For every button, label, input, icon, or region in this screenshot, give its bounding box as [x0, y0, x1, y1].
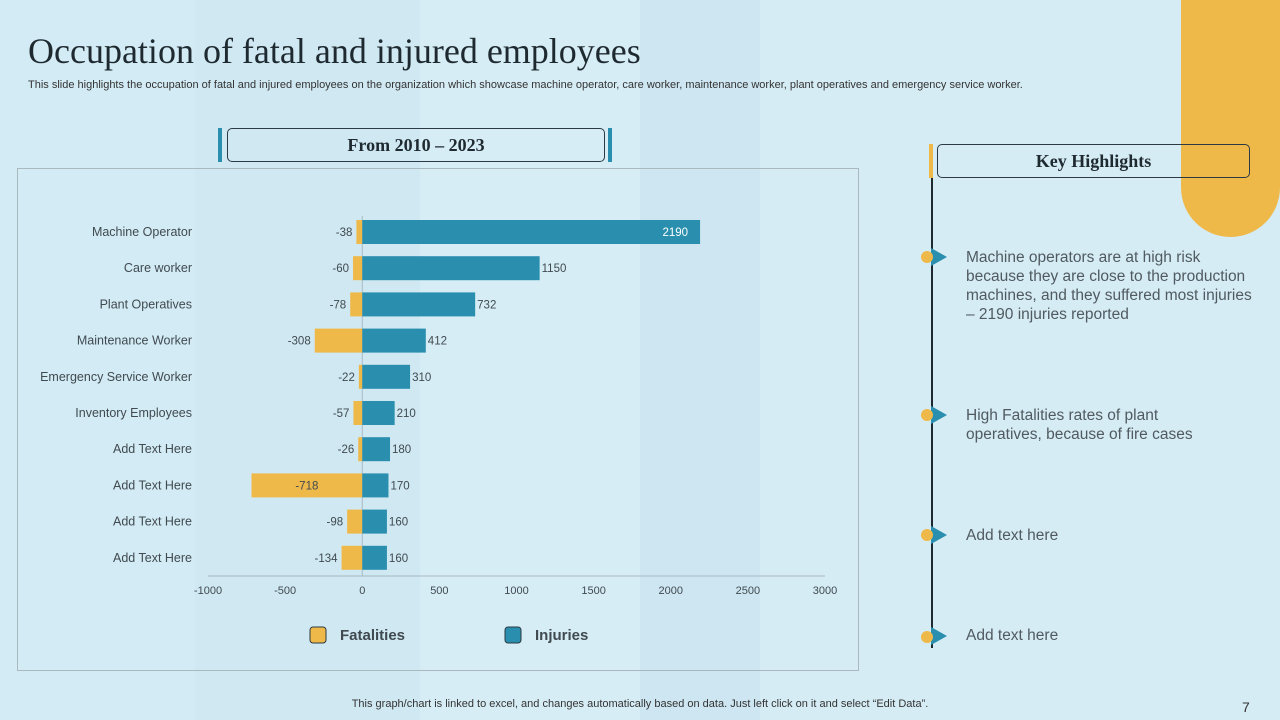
- category-label: Inventory Employees: [75, 406, 192, 420]
- arrow-icon: [931, 627, 947, 645]
- x-tick-label: -500: [274, 585, 296, 597]
- bullet-dot-icon: [921, 251, 933, 263]
- legend-label: Injuries: [535, 627, 588, 644]
- injuries-bar: [362, 292, 476, 317]
- injuries-value-label: 2190: [662, 227, 688, 239]
- injuries-value-label: 412: [428, 336, 447, 348]
- x-tick-label: 500: [430, 585, 448, 597]
- x-tick-label: 1000: [504, 585, 528, 597]
- category-label: Add Text Here: [113, 515, 192, 529]
- fatalities-value-label: -57: [333, 408, 350, 420]
- fatalities-value-label: -718: [295, 480, 318, 492]
- highlight-text: Add text here: [966, 627, 1059, 644]
- fatalities-value-label: -26: [338, 444, 355, 456]
- injuries-value-label: 210: [397, 408, 416, 420]
- bullet-dot-icon: [921, 529, 933, 541]
- injuries-bar: [362, 256, 540, 281]
- key-highlights-title: Key Highlights: [937, 144, 1250, 178]
- fatalities-value-label: -60: [332, 263, 349, 275]
- injuries-bar: [362, 220, 701, 244]
- fatalities-bar: [358, 437, 363, 462]
- bullet-dot-icon: [921, 409, 933, 421]
- fatalities-value-label: -22: [338, 372, 355, 384]
- x-tick-label: 3000: [813, 585, 837, 597]
- page-title: Occupation of fatal and injured employee…: [28, 31, 641, 71]
- highlight-text: Machine operators are at high risk becau…: [966, 249, 1252, 323]
- injuries-bar: [362, 509, 387, 534]
- injuries-value-label: 160: [389, 517, 408, 529]
- injuries-bar: [362, 328, 426, 353]
- arrow-icon: [931, 526, 947, 544]
- category-label: Plant Operatives: [100, 297, 192, 311]
- arrow-icon: [931, 406, 947, 424]
- fatalities-bar: [358, 364, 363, 389]
- category-label: Care worker: [124, 261, 192, 275]
- injuries-value-label: 310: [412, 372, 431, 384]
- legend-swatch-injuries: [504, 626, 522, 644]
- category-label: Maintenance Worker: [77, 334, 192, 348]
- header-accent-right: [608, 128, 612, 162]
- fatalities-value-label: -98: [327, 517, 344, 529]
- footer-note: This graph/chart is linked to excel, and…: [351, 698, 929, 710]
- fatalities-bar: [347, 509, 363, 534]
- x-tick-label: 0: [359, 585, 365, 597]
- fatalities-value-label: -78: [330, 299, 347, 311]
- injuries-value-label: 180: [392, 444, 411, 456]
- header-accent-left: [218, 128, 222, 162]
- highlight-text: Add text here: [966, 527, 1059, 544]
- x-tick-label: 2500: [736, 585, 760, 597]
- x-tick-label: 2000: [659, 585, 683, 597]
- fatalities-bar: [341, 545, 363, 570]
- fatalities-bar: [352, 256, 363, 281]
- legend-swatch-fatalities: [309, 626, 327, 644]
- x-tick-label: 1500: [581, 585, 605, 597]
- highlights-accent: [929, 144, 933, 178]
- fatalities-bar: [314, 328, 363, 353]
- injuries-bar: [362, 473, 389, 498]
- legend-label: Fatalities: [340, 627, 405, 644]
- page-subtitle: This slide highlights the occupation of …: [28, 79, 1023, 91]
- decorative-shape: [1181, 0, 1280, 237]
- fatalities-value-label: -134: [315, 553, 339, 565]
- chart-panel[interactable]: [17, 168, 859, 671]
- category-label: Add Text Here: [113, 551, 192, 565]
- fatalities-bar: [356, 220, 363, 244]
- category-label: Machine Operator: [92, 225, 192, 239]
- fatalities-value-label: -38: [336, 227, 353, 239]
- injuries-bar: [362, 437, 391, 462]
- chart-header: From 2010 – 2023: [227, 128, 605, 162]
- injuries-bar: [362, 545, 387, 570]
- injuries-value-label: 732: [477, 299, 496, 311]
- injuries-bar: [362, 364, 411, 389]
- highlight-text: High Fatalities rates of plant operative…: [966, 407, 1193, 443]
- bullet-dot-icon: [921, 631, 933, 643]
- injuries-bar: [362, 401, 395, 425]
- category-label: Add Text Here: [113, 442, 192, 456]
- x-tick-label: -1000: [194, 585, 222, 597]
- injuries-value-label: 1150: [542, 263, 567, 275]
- injuries-value-label: 160: [389, 553, 408, 565]
- fatalities-value-label: -308: [288, 336, 311, 348]
- fatalities-bar: [350, 292, 363, 317]
- arrow-icon: [931, 248, 947, 266]
- fatalities-bar: [353, 401, 363, 425]
- page-number: 7: [1242, 699, 1250, 715]
- category-label: Emergency Service Worker: [40, 370, 192, 384]
- category-label: Add Text Here: [113, 478, 192, 492]
- fatalities-bar: [251, 473, 363, 498]
- injuries-value-label: 170: [390, 480, 409, 492]
